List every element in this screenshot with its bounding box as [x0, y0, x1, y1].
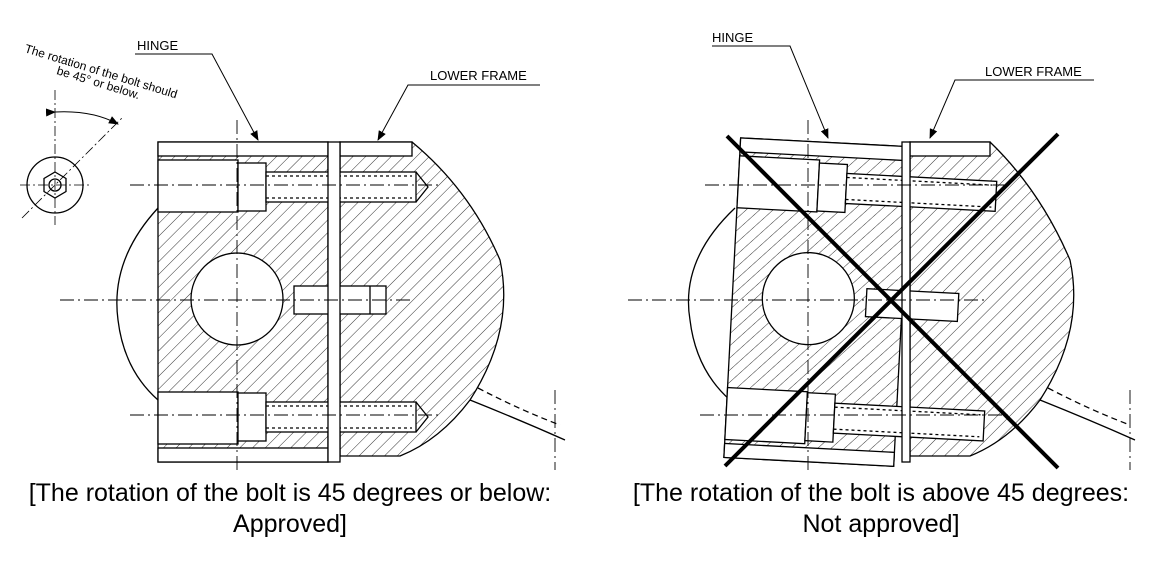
lower-frame-body	[339, 141, 505, 457]
lower-frame-body-right	[909, 141, 1075, 457]
upper-bolt-head	[237, 162, 267, 212]
right-hinge-label: HINGE	[712, 30, 754, 45]
right-lower-frame-label: LOWER FRAME	[985, 64, 1082, 79]
frame-left-arc	[116, 207, 159, 401]
not-approved-caption-line1: [The rotation of the bolt is above 45 de…	[632, 479, 1130, 507]
not-approved-caption-line2: Not approved]	[802, 510, 960, 538]
approved-caption-line1: [The rotation of the bolt is 45 degrees …	[28, 479, 552, 507]
not-approved-cross	[723, 132, 1060, 470]
approved-caption: [The rotation of the bolt is 45 degrees …	[5, 478, 575, 540]
left-hinge-label: HINGE	[137, 38, 179, 53]
lower-bolt-head	[237, 392, 267, 442]
not-approved-caption: [The rotation of the bolt is above 45 de…	[596, 478, 1161, 540]
left-lower-frame-label: LOWER FRAME	[430, 68, 527, 83]
bolt-top-view	[20, 90, 123, 225]
approved-caption-line2: Approved]	[233, 510, 347, 538]
rejected-drawing	[628, 45, 1136, 470]
approved-drawing	[20, 53, 566, 470]
